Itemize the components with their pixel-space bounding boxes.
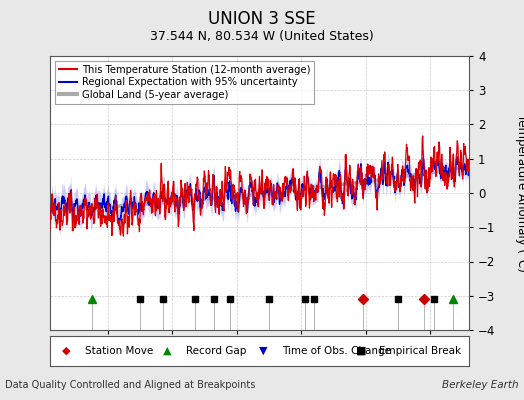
- Text: 37.544 N, 80.534 W (United States): 37.544 N, 80.534 W (United States): [150, 30, 374, 43]
- Text: Time of Obs. Change: Time of Obs. Change: [282, 346, 391, 356]
- Text: Station Move: Station Move: [85, 346, 154, 356]
- Text: ■: ■: [356, 346, 366, 356]
- Text: UNION 3 SSE: UNION 3 SSE: [208, 10, 316, 28]
- Text: Berkeley Earth: Berkeley Earth: [442, 380, 519, 390]
- Text: Empirical Break: Empirical Break: [379, 346, 461, 356]
- Text: ▲: ▲: [163, 346, 171, 356]
- Y-axis label: Temperature Anomaly (°C): Temperature Anomaly (°C): [515, 114, 524, 272]
- Legend: This Temperature Station (12-month average), Regional Expectation with 95% uncer: This Temperature Station (12-month avera…: [55, 61, 314, 104]
- Text: Record Gap: Record Gap: [186, 346, 246, 356]
- Text: ◆: ◆: [62, 346, 71, 356]
- Text: ▼: ▼: [259, 346, 268, 356]
- Text: Data Quality Controlled and Aligned at Breakpoints: Data Quality Controlled and Aligned at B…: [5, 380, 256, 390]
